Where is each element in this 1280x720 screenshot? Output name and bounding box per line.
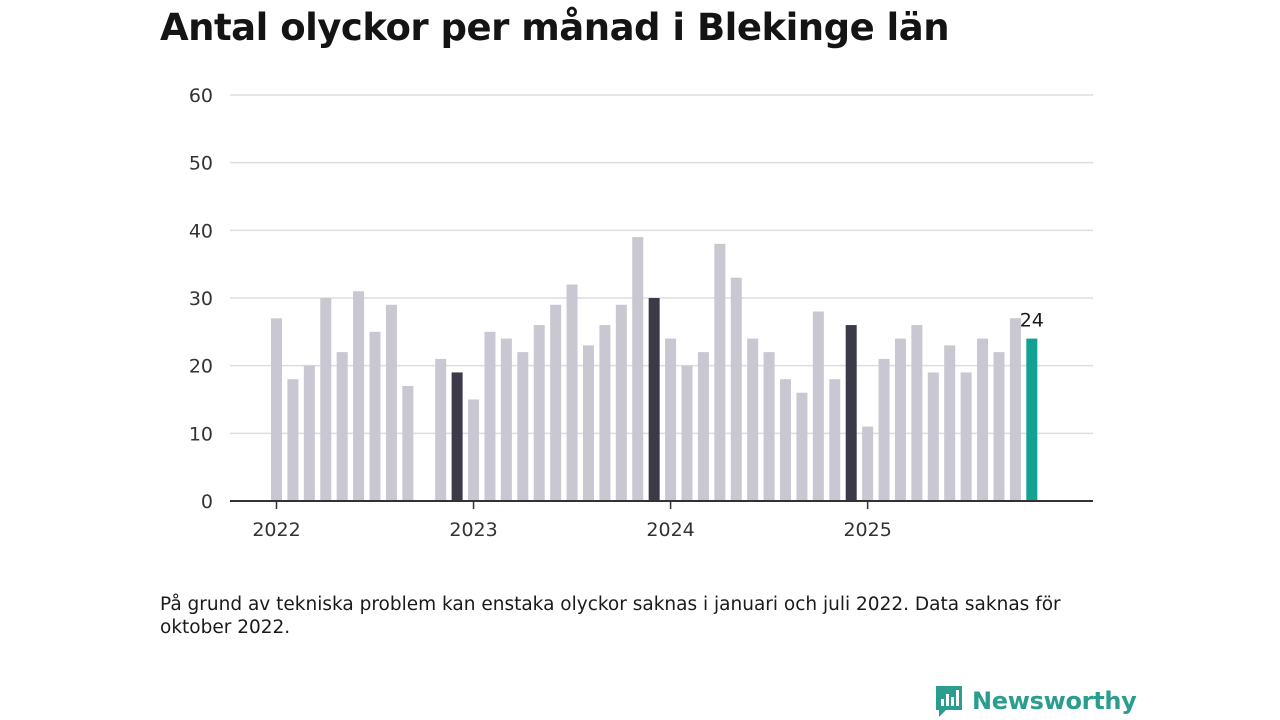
data-label: 24 <box>1020 310 1044 332</box>
bar <box>878 358 890 501</box>
bar <box>862 426 874 501</box>
y-tick-label: 30 <box>189 288 213 310</box>
bar <box>747 338 759 501</box>
bar <box>944 345 956 501</box>
brand-logo[interactable]: Newsworthy <box>934 684 1137 718</box>
bar <box>780 379 792 501</box>
brand-name: Newsworthy <box>972 687 1137 715</box>
chart-title: Antal olyckor per månad i Blekinge län <box>160 6 950 49</box>
bar <box>1026 338 1038 501</box>
bar <box>385 304 397 501</box>
bar <box>977 338 989 501</box>
bar <box>911 325 923 501</box>
bar <box>320 298 332 501</box>
bar <box>271 318 282 501</box>
bar <box>500 338 512 501</box>
x-tick-label: 2023 <box>449 519 497 541</box>
bar <box>648 298 660 501</box>
bar <box>517 352 529 501</box>
bars <box>271 237 1038 501</box>
bar <box>468 399 480 501</box>
bar <box>615 304 627 501</box>
x-axis: 2022 2023 2024 2025 <box>230 500 1093 541</box>
bar <box>697 352 709 501</box>
bar <box>993 352 1005 501</box>
bar <box>730 277 742 501</box>
bar <box>681 365 693 501</box>
bar <box>484 331 496 501</box>
bar <box>582 345 594 501</box>
bar <box>1009 318 1021 501</box>
data-labels: 24 <box>1020 310 1044 332</box>
y-tick-label: 40 <box>189 220 213 242</box>
bar <box>714 243 726 501</box>
x-tick-label: 2024 <box>646 519 694 541</box>
bar <box>829 379 841 501</box>
bar <box>927 372 939 501</box>
y-tick-label: 60 <box>189 85 213 107</box>
bar-chart: 0 10 20 30 40 50 60 2022 2023 2024 2025 24 <box>189 85 1093 541</box>
y-tick-label: 0 <box>201 491 213 513</box>
bar <box>599 325 611 501</box>
newsworthy-logo-icon <box>936 686 962 717</box>
bar <box>451 372 463 501</box>
y-tick-label: 20 <box>189 356 213 378</box>
bar <box>303 365 315 501</box>
bar <box>566 284 578 501</box>
bar <box>550 304 562 501</box>
bar <box>287 379 299 501</box>
footnote: På grund av tekniska problem kan enstaka… <box>160 594 1061 638</box>
bar <box>894 338 906 501</box>
bar <box>533 325 545 501</box>
bar <box>336 352 348 501</box>
y-tick-label: 50 <box>189 153 213 175</box>
bar <box>353 291 365 501</box>
bar <box>812 311 824 501</box>
bar <box>796 392 808 501</box>
y-axis-tick-labels: 0 10 20 30 40 50 60 <box>189 85 213 513</box>
x-tick-label: 2022 <box>252 519 300 541</box>
bar <box>960 372 972 501</box>
bar <box>763 352 775 501</box>
bar <box>369 331 381 501</box>
bar <box>402 385 414 501</box>
bar <box>665 338 677 501</box>
bar <box>845 325 857 501</box>
x-tick-label: 2025 <box>843 519 891 541</box>
bar <box>632 237 644 501</box>
y-tick-label: 10 <box>189 423 213 445</box>
bar <box>435 358 447 501</box>
